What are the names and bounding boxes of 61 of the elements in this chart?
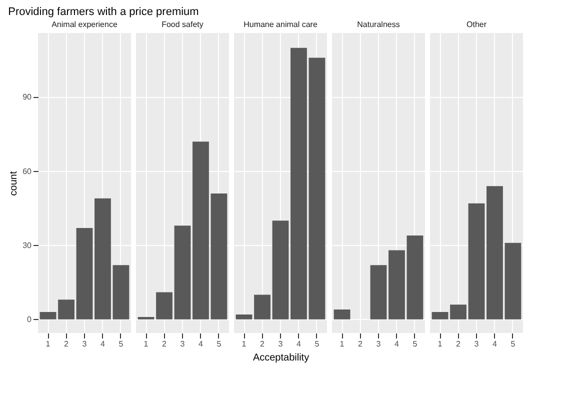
bar [468,203,485,320]
x-tick-label: 2 [64,340,70,348]
chart-subtitle: Naturalness [357,20,400,29]
x-tick-label: 1 [46,340,51,348]
x-tick-label: 4 [394,340,400,348]
x-tick-label: 3 [278,340,284,348]
bar [58,300,74,320]
chart-subtitle: Animal experience [52,20,118,29]
bar [370,265,387,320]
y-tick-label: 60 [22,166,32,176]
y-tick-label: 30 [22,240,32,250]
x-tick-label: 4 [100,340,106,348]
x-tick-label: 5 [118,340,124,348]
bar [388,250,405,320]
bar [272,220,289,320]
x-tick-label: 2 [260,340,266,348]
bar [40,312,56,320]
y-tick-label: 0 [27,314,32,324]
bar [450,304,466,320]
chart-subtitle: Food safety [162,20,204,29]
bar [138,316,154,320]
bar [406,235,424,320]
bar [432,312,448,320]
x-tick-label: 2 [358,340,364,348]
y-tick-label: 90 [22,92,32,102]
bar [174,226,191,320]
x-tick-label: 2 [162,340,168,348]
bar [308,58,326,320]
x-tick-label: 3 [82,340,88,348]
x-tick-label: 5 [510,340,516,348]
y-axis-title: count [8,171,20,196]
bar [486,186,503,320]
chart-title: Providing farmers with a price premium [8,6,199,18]
bar [76,228,93,320]
x-tick-label: 4 [296,340,302,348]
bar [254,294,270,320]
bar [504,242,522,320]
x-tick-label: 1 [144,340,149,348]
x-axis-title: Acceptability [252,352,310,364]
bar [236,314,252,320]
x-tick-label: 1 [340,340,345,348]
bar [94,198,111,320]
x-tick-label: 4 [198,340,204,348]
bar [290,48,307,320]
x-tick-label: 4 [492,340,498,348]
x-tick-label: 3 [180,340,186,348]
bar [112,265,130,320]
x-tick-label: 1 [242,340,247,348]
x-tick-label: 3 [474,340,480,348]
x-tick-label: 2 [456,340,462,348]
bar [156,292,172,320]
x-tick-label: 3 [376,340,382,348]
x-tick-label: 1 [438,340,443,348]
chart-subtitle: Humane animal care [244,20,318,29]
x-tick-label: 5 [216,340,222,348]
bar [334,310,350,320]
x-tick-label: 5 [412,340,418,348]
chart-subtitle: Other [466,20,487,29]
bar [210,193,228,320]
x-tick-label: 5 [314,340,320,348]
bar [192,142,209,320]
